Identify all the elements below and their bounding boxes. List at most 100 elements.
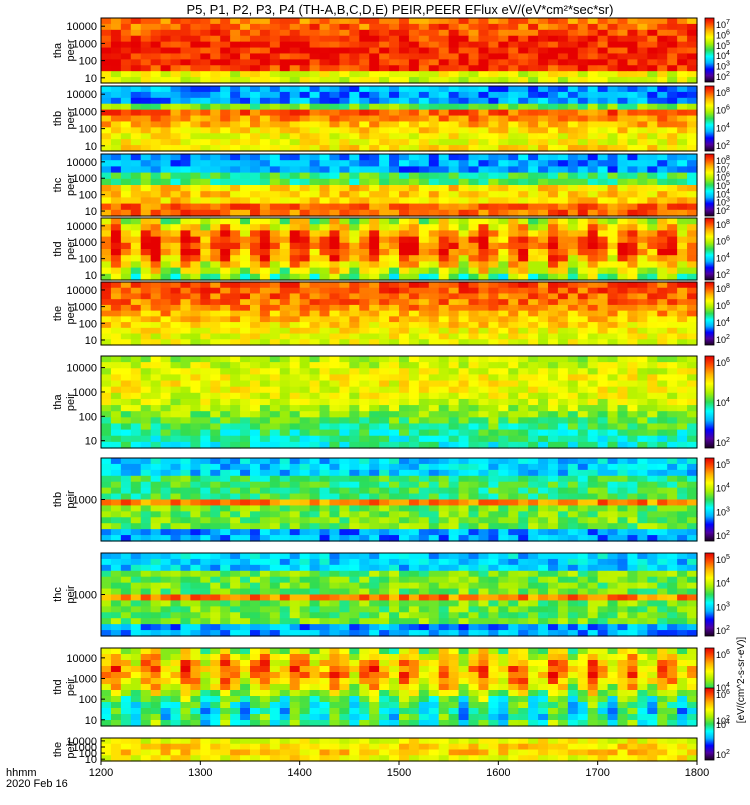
colorbar-tick-label: 106 xyxy=(716,105,730,116)
spectrogram-thb-peer xyxy=(101,86,698,152)
panel-probe-label: thd xyxy=(52,241,64,256)
colorbar-tick-label: 102 xyxy=(716,749,730,760)
panel-probe-label: thb xyxy=(52,111,64,126)
panel-instrument-label: peer xyxy=(65,174,77,196)
colorbar-tick-label: 106 xyxy=(716,300,730,311)
spectrogram-thd-peir xyxy=(101,648,698,727)
colorbar-tick-label: 107 xyxy=(716,19,730,30)
y-tick-label: 100 xyxy=(79,694,97,706)
x-axis-date: 2020 Feb 16 xyxy=(6,778,68,790)
colorbar-tick-label: 102 xyxy=(716,71,730,82)
colorbar-tick-label: 103 xyxy=(716,506,730,517)
y-tick-label: 10 xyxy=(85,335,97,347)
y-tick-label: 10 xyxy=(85,206,97,218)
y-tick-label: 10 xyxy=(85,754,97,766)
panel-instrument-label: peir xyxy=(65,392,77,411)
y-tick-label: 100 xyxy=(79,190,97,202)
panel-probe-label: thc xyxy=(52,587,64,602)
colorbar-tick-label: 104 xyxy=(716,578,730,589)
spectrogram-thb-peir xyxy=(101,458,698,542)
figure-title: P5, P1, P2, P3, P4 (TH-A,B,C,D,E) PEIR,P… xyxy=(187,2,614,17)
y-tick-label: 100 xyxy=(79,411,97,423)
spectrogram-tha-peir xyxy=(101,356,698,449)
colorbar-tick-label: 104 xyxy=(716,122,730,133)
colorbar-tick-label: 108 xyxy=(716,219,730,230)
panel-probe-label: tha xyxy=(52,393,64,409)
colorbar-tick-label: 102 xyxy=(716,205,730,216)
colorbar-tick-label: 108 xyxy=(716,283,730,294)
panel-instrument-label: peir xyxy=(65,740,77,759)
panel-probe-label: tha xyxy=(52,42,64,58)
panel-instrument-label: peer xyxy=(65,302,77,324)
y-tick-label: 100 xyxy=(79,254,97,266)
y-tick-label: 10000 xyxy=(66,653,97,665)
panel-probe-label: thc xyxy=(52,177,64,192)
colorbar-tick-label: 102 xyxy=(716,334,730,345)
y-tick-label: 10000 xyxy=(66,221,97,233)
colorbar xyxy=(705,356,714,448)
colorbar-tick-label: 105 xyxy=(716,40,730,51)
y-tick-label: 10 xyxy=(85,141,97,153)
colorbar xyxy=(705,553,714,636)
panel-probe-label: the xyxy=(52,742,64,757)
spectrogram-the-peir xyxy=(101,738,698,762)
x-tick-label: 1700 xyxy=(585,767,609,779)
colorbar-tick-label: 102 xyxy=(716,140,730,151)
colorbar-tick-label: 104 xyxy=(716,317,730,328)
colorbar-tick-label: 105 xyxy=(716,554,730,565)
colorbar-tick-label: 108 xyxy=(716,87,730,98)
colorbar xyxy=(705,154,714,216)
colorbar-tick-label: 102 xyxy=(716,625,730,636)
y-tick-label: 10 xyxy=(85,715,97,727)
spectrogram-tha-peer xyxy=(101,18,698,84)
y-tick-label: 10 xyxy=(85,436,97,448)
colorbar-tick-label: 106 xyxy=(716,236,730,247)
y-tick-label: 10000 xyxy=(66,285,97,297)
colorbar-tick-label: 102 xyxy=(716,269,730,280)
colorbar-tick-label: 102 xyxy=(716,437,730,448)
x-tick-label: 1600 xyxy=(486,767,510,779)
y-tick-label: 100 xyxy=(79,318,97,330)
spectrogram-thc-peer xyxy=(101,154,698,217)
colorbar-tick-label: 104 xyxy=(716,252,730,263)
y-tick-label: 10000 xyxy=(66,363,97,375)
colorbar xyxy=(705,458,714,541)
colorbar-unit-label: [eV/(cm^2-s-sr-eV)] xyxy=(736,637,747,724)
panel-instrument-label: peir xyxy=(65,677,77,696)
panel-instrument-label: peer xyxy=(65,238,77,260)
panel-probe-label: thb xyxy=(52,492,64,507)
colorbar-tick-label: 103 xyxy=(716,601,730,612)
panel-probe-label: thd xyxy=(52,679,64,694)
x-tick-label: 1200 xyxy=(89,767,113,779)
y-tick-label: 100 xyxy=(79,124,97,136)
panel-instrument-label: peer xyxy=(65,107,77,129)
x-tick-label: 1800 xyxy=(685,767,709,779)
y-tick-label: 100 xyxy=(79,56,97,68)
spectrogram-the-peer xyxy=(101,282,698,346)
panel-probe-label: the xyxy=(52,306,64,321)
spectrogram-thc-peir xyxy=(101,553,698,637)
colorbar-tick-label: 105 xyxy=(716,459,730,470)
colorbar-tick-label: 103 xyxy=(716,61,730,72)
colorbar-tick-label: 104 xyxy=(716,397,730,408)
colorbar xyxy=(705,18,714,82)
y-tick-label: 10000 xyxy=(66,21,97,33)
colorbar xyxy=(705,282,714,345)
colorbar xyxy=(705,86,714,151)
colorbar-tick-label: 106 xyxy=(716,29,730,40)
colorbar xyxy=(705,688,714,760)
colorbar-tick-label: 104 xyxy=(716,719,730,730)
panel-instrument-label: peir xyxy=(65,490,77,509)
y-tick-label: 10 xyxy=(85,73,97,85)
